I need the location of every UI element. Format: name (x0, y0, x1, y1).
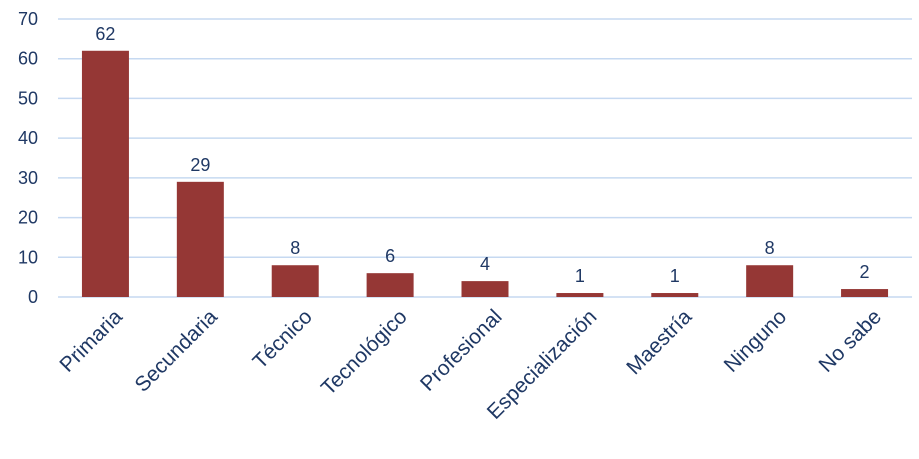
y-tick-label: 70 (18, 9, 38, 29)
x-axis-categories: Primaria Secundaria Técnico Tecnológico Prof… (55, 305, 886, 424)
data-label: 62 (95, 24, 115, 44)
bar-tecnológico (366, 273, 414, 297)
category-label: Tecnológico (317, 305, 412, 400)
data-label: 8 (765, 238, 775, 258)
bar-secundaria (176, 181, 224, 297)
data-label: 4 (480, 254, 490, 274)
y-axis-ticks: 0 10 20 30 40 50 60 70 (18, 9, 38, 307)
category-label: Ninguno (720, 305, 792, 377)
data-label: 6 (385, 246, 395, 266)
y-tick-label: 20 (18, 208, 38, 228)
y-tick-label: 50 (18, 88, 38, 108)
data-label: 2 (860, 262, 870, 282)
bar-técnico (271, 265, 319, 297)
bar-primaria (81, 50, 129, 298)
category-label: Profesional (416, 305, 507, 396)
data-labels: 62 29 8 6 4 1 1 8 2 (95, 24, 869, 286)
category-label: No sabe (815, 305, 887, 377)
bar-ninguno (746, 265, 794, 297)
data-label: 1 (575, 266, 585, 286)
category-label: Primaria (55, 305, 127, 377)
category-label: Técnico (248, 305, 316, 373)
data-label: 29 (190, 155, 210, 175)
bar-especialización (556, 293, 604, 297)
data-label: 1 (670, 266, 680, 286)
category-label: Maestría (622, 305, 696, 379)
y-tick-label: 10 (18, 247, 38, 267)
y-tick-label: 0 (28, 287, 38, 307)
data-label: 8 (290, 238, 300, 258)
bar-maestría (651, 293, 699, 297)
bar-profesional (461, 281, 509, 297)
category-label: Secundaria (130, 305, 222, 397)
bars (81, 50, 889, 298)
y-tick-label: 40 (18, 128, 38, 148)
y-tick-label: 30 (18, 168, 38, 188)
y-tick-label: 60 (18, 49, 38, 69)
bar-no-sabe (841, 289, 889, 297)
